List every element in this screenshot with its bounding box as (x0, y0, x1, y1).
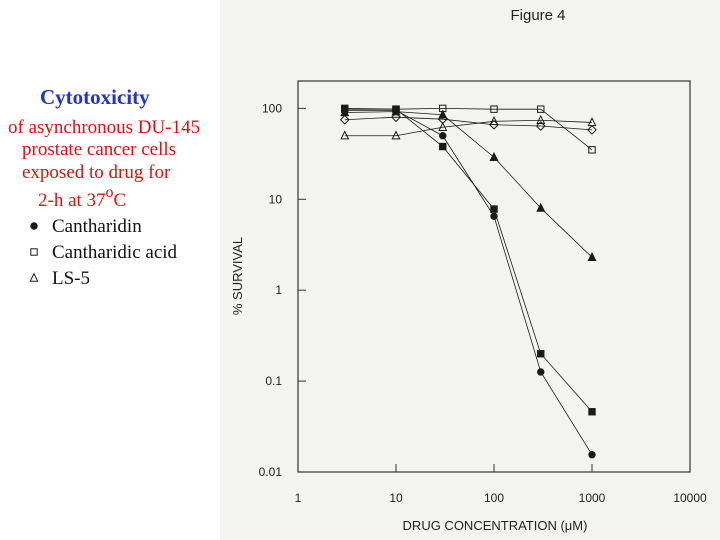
data-point (490, 205, 498, 213)
temperature-sup: o (106, 184, 114, 201)
data-point (537, 368, 545, 376)
data-point (339, 114, 350, 125)
y-tick-label: 1 (275, 283, 282, 297)
data-point (391, 106, 401, 116)
data-point (536, 114, 546, 124)
data-point (340, 130, 350, 140)
y-axis-label: % SURVIVAL (230, 237, 245, 315)
x-axis-label: DRUG CONCENTRATION (μM) (403, 518, 588, 533)
data-point (439, 142, 447, 151)
data-point (438, 109, 448, 119)
slide-title: Cytotoxicity (40, 85, 150, 109)
x-tick-label: 10000 (673, 491, 707, 505)
figure-title: Figure 4 (510, 7, 565, 24)
y-tick-label: 100 (262, 101, 282, 115)
temperature-line: 2-h at 37oC (38, 184, 126, 211)
legend-label: LS-5 (52, 268, 90, 289)
legend-symbol (30, 222, 38, 230)
temperature-text: 2-h at 37 (38, 190, 106, 211)
description-line: prostate cancer cells (22, 139, 176, 160)
data-point (439, 132, 447, 140)
legend-label: Cantharidin (52, 216, 142, 237)
series-line (344, 108, 593, 413)
series-line (344, 119, 593, 137)
x-tick-label: 10 (389, 491, 403, 505)
data-point (537, 105, 545, 113)
data-point (588, 408, 596, 416)
data-point (588, 146, 596, 154)
description-line: exposed to drug for (22, 162, 171, 183)
data-point (391, 112, 401, 123)
series-line (344, 111, 593, 258)
temperature-unit: C (114, 190, 127, 211)
x-tick-label: 1000 (579, 491, 606, 505)
data-point (537, 350, 545, 358)
data-point (489, 119, 499, 130)
data-point (489, 151, 499, 161)
y-tick-label: 10 (269, 192, 283, 206)
data-point (490, 105, 498, 113)
legend-symbol (29, 272, 39, 282)
data-point (587, 251, 597, 261)
legend-symbol (30, 248, 38, 256)
data-point (588, 450, 596, 459)
x-tick-label: 100 (484, 491, 504, 505)
scanned-figure (220, 0, 720, 540)
data-point (437, 114, 448, 125)
x-tick-label: 1 (295, 491, 302, 505)
data-point (391, 130, 401, 140)
data-point (536, 202, 546, 212)
description-line: of asynchronous DU-145 (8, 117, 200, 138)
legend-label: Cantharidic acid (52, 242, 178, 263)
y-tick-label: 0.1 (265, 374, 282, 388)
data-point (535, 121, 546, 131)
data-point (438, 121, 448, 131)
series-line (344, 109, 593, 455)
series-line (344, 116, 593, 131)
y-tick-label: 0.01 (259, 465, 283, 479)
data-point (587, 124, 597, 135)
